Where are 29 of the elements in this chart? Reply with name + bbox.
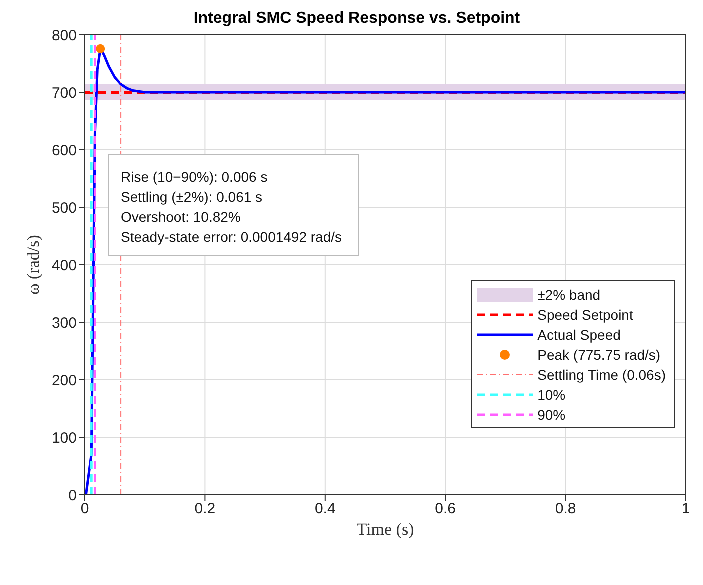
y-axis-title: ω (rad/s) <box>24 235 44 295</box>
legend-label: Peak (775.75 rad/s) <box>538 346 661 365</box>
y-tick-label: 700 <box>52 84 77 102</box>
x-axis-title: Time (s) <box>356 520 414 539</box>
x-tick-label: 0 <box>80 500 90 518</box>
legend-label: Settling Time (0.06s) <box>538 366 666 385</box>
legend-label: Speed Setpoint <box>538 306 634 325</box>
chart-title: Integral SMC Speed Response vs. Setpoint <box>192 10 522 28</box>
x-tick-label: 0.6 <box>435 500 456 518</box>
y-tick-label: 600 <box>52 142 77 160</box>
x-tick-label: 0.8 <box>555 500 576 518</box>
y-tick-label: 300 <box>52 314 77 332</box>
x-tick-label: 1 <box>682 500 690 518</box>
annotation: Overshoot: 10.82% <box>121 208 242 227</box>
annotation: Steady-state error: 0.0001492 rad/s <box>121 228 342 247</box>
legend-label: ±2% band <box>538 286 601 305</box>
y-tick-label: 100 <box>52 430 77 447</box>
y-tick-label: 800 <box>52 27 77 44</box>
legend-label: 90% <box>538 406 566 425</box>
annotation: Settling (±2%): 0.061 s <box>121 188 264 207</box>
x-tick-label: 0.4 <box>314 500 336 518</box>
y-tick-label: 500 <box>52 200 77 217</box>
y-tick-label: 200 <box>52 372 77 390</box>
legend-label: 10% <box>538 386 566 405</box>
legend-label: Actual Speed <box>538 326 621 345</box>
y-tick-label: 0 <box>68 487 77 504</box>
x-tick-label: 0.2 <box>194 500 216 518</box>
y-tick-label: 400 <box>52 257 77 274</box>
annotation: Rise (10−90%): 0.006 s <box>121 168 269 187</box>
